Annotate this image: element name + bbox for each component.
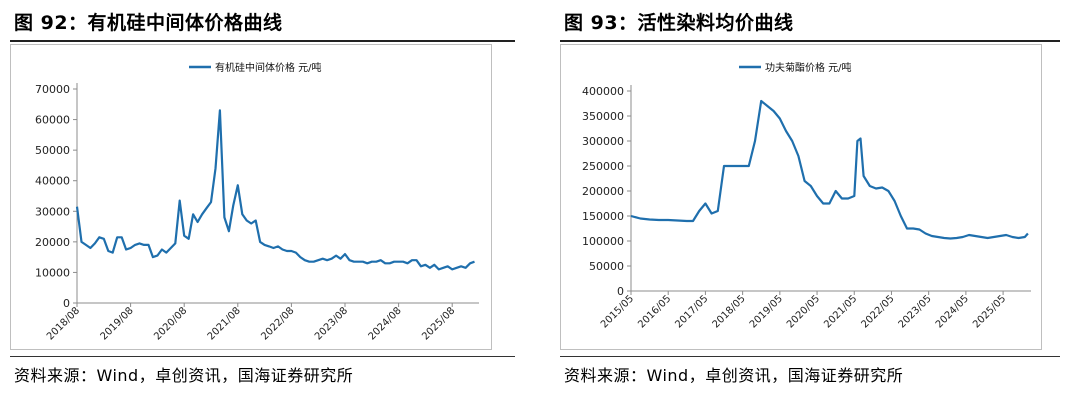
y-tick-label: 350000	[582, 110, 624, 123]
y-tick-label: 0	[63, 297, 70, 310]
x-tick-label: 2015/05	[599, 293, 636, 330]
figure-92-panel: 图 92：有机硅中间体价格曲线 0 10000 20000 30000 40000 500…	[0, 0, 530, 408]
x-tick-label: 2018/05	[711, 293, 748, 330]
y-tick-label: 0	[617, 285, 624, 298]
x-tick-label: 2025/08	[420, 305, 457, 342]
figure-92-chart-frame: 0 10000 20000 30000 40000 50000 60000 70000 2018…	[10, 44, 492, 350]
x-tick-label: 2020/08	[152, 305, 189, 342]
legend: 有机硅中间体价格 元/吨	[189, 61, 322, 74]
y-tick-label: 50000	[589, 260, 624, 273]
legend: 功夫菊酯价格 元/吨	[739, 61, 852, 74]
y-tick-label: 200000	[582, 185, 624, 198]
y-tick-label: 70000	[35, 83, 70, 96]
x-tick-label: 2025/05	[971, 293, 1008, 330]
y-tick-label: 30000	[35, 205, 70, 218]
x-tick-label: 2021/08	[206, 305, 243, 342]
figure-92-source: 资料来源：Wind，卓创资讯，国海证券研究所	[14, 366, 354, 385]
legend-label: 功夫菊酯价格 元/吨	[765, 61, 852, 74]
series-line	[630, 99, 1029, 240]
legend-label: 有机硅中间体价格 元/吨	[215, 61, 322, 74]
y-tick-label: 50000	[35, 144, 70, 157]
x-tick-label: 2018/08	[45, 305, 82, 342]
y-tick-label: 250000	[582, 160, 624, 173]
x-tick-label: 2022/05	[859, 293, 896, 330]
x-tick-label: 2024/08	[367, 305, 404, 342]
figure-92-title-rule	[10, 40, 515, 42]
figure-93-chart-frame: 0 50000 100000 150000 200000 250000 300000 3500…	[560, 44, 1042, 350]
x-tick-label: 2016/05	[636, 293, 673, 330]
y-tick-label: 10000	[35, 266, 70, 279]
figure-93-source: 资料来源：Wind，卓创资讯，国海证券研究所	[564, 366, 904, 385]
x-tick-label: 2023/05	[897, 293, 934, 330]
x-tick-label: 2022/08	[259, 305, 296, 342]
figure-93-source-rule	[560, 356, 1060, 357]
y-tick-label: 400000	[582, 85, 624, 98]
figure-93-panel: 图 93：活性染料均价曲线 0 50000 100000 150000 200000 25…	[550, 0, 1080, 408]
series-line	[75, 109, 475, 271]
figure-92-chart: 0 10000 20000 30000 40000 50000 60000 70000 2018…	[35, 61, 479, 342]
y-tick-label: 300000	[582, 135, 624, 148]
y-tick-label: 40000	[35, 175, 70, 188]
figure-92-title: 图 92：有机硅中间体价格曲线	[14, 12, 283, 34]
x-tick-label: 2021/05	[822, 293, 859, 330]
x-tick-label: 2017/05	[673, 293, 710, 330]
x-tick-label: 2023/08	[313, 305, 350, 342]
x-tick-label: 2024/05	[934, 293, 971, 330]
y-tick-label: 60000	[35, 114, 70, 127]
figure-92-source-rule	[10, 356, 515, 357]
figure-93-title: 图 93：活性染料均价曲线	[564, 12, 794, 34]
figure-93-title-rule	[560, 40, 1060, 42]
figure-93-chart: 0 50000 100000 150000 200000 250000 300000 3500…	[582, 61, 1031, 330]
y-tick-label: 100000	[582, 235, 624, 248]
y-tick-label: 20000	[35, 236, 70, 249]
x-tick-label: 2019/05	[748, 293, 785, 330]
x-tick-label: 2020/05	[785, 293, 822, 330]
y-tick-label: 150000	[582, 210, 624, 223]
x-tick-label: 2019/08	[99, 305, 136, 342]
